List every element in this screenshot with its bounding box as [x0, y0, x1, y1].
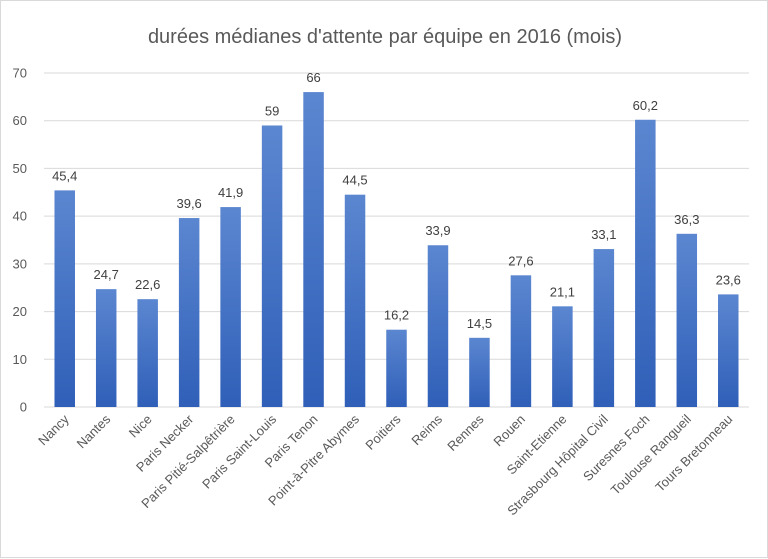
bar: [137, 299, 158, 407]
bar: [303, 92, 324, 407]
bar: [54, 190, 75, 407]
category-label: Paris Saint-Louis: [199, 411, 279, 491]
data-label: 16,2: [384, 308, 409, 323]
y-axis-ticks: 0 10 20 30 40 50 60 70: [13, 66, 27, 415]
bar: [676, 233, 698, 407]
data-label: 66: [306, 70, 320, 85]
chart-title: durées médianes d'attente par équipe en …: [148, 26, 622, 48]
y-tick-label: 60: [13, 113, 27, 128]
category-label: Nancy: [35, 411, 72, 448]
bar: [718, 294, 739, 407]
data-label: 22,6: [135, 277, 160, 292]
data-labels: 45,4 24,7 22,6 39,6 41,9 59 66 44,5 16,2 33,9 14,5…: [52, 70, 741, 331]
category-label: Rouen: [490, 412, 528, 450]
bars: [54, 92, 739, 407]
data-label: 39,6: [176, 196, 201, 211]
bar: [469, 337, 490, 407]
category-label: Poitiers: [362, 411, 404, 453]
y-tick-label: 10: [13, 352, 27, 367]
bar: [178, 218, 200, 407]
bar: [261, 125, 283, 407]
data-label: 44,5: [342, 173, 367, 188]
data-label: 23,6: [716, 272, 741, 287]
data-label: 33,1: [591, 227, 616, 242]
data-label: 60,2: [633, 98, 658, 113]
y-tick-label: 50: [13, 161, 27, 176]
category-label: Nice: [126, 412, 155, 441]
category-label: Nantes: [74, 411, 114, 451]
y-tick-label: 0: [20, 400, 27, 415]
data-label: 27,6: [508, 253, 533, 268]
data-label: 45,4: [52, 168, 77, 183]
data-label: 21,1: [550, 284, 575, 299]
category-label: Tours Bretonneau: [652, 412, 735, 495]
data-label: 59: [265, 103, 279, 118]
data-label: 24,7: [94, 267, 119, 282]
bar: [593, 249, 615, 407]
bar: [220, 207, 241, 407]
bar: [95, 289, 117, 407]
bar: [552, 306, 573, 407]
data-label: 36,3: [674, 212, 699, 227]
data-label: 14,5: [467, 316, 492, 331]
bar: [427, 245, 449, 407]
category-label: Reims: [408, 411, 445, 448]
bar: [635, 119, 656, 407]
y-tick-label: 30: [13, 256, 27, 271]
bar: [386, 329, 407, 407]
category-label: Rennes: [444, 411, 487, 454]
data-label: 33,9: [425, 223, 450, 238]
bar: [510, 275, 532, 407]
data-label: 41,9: [218, 185, 243, 200]
y-tick-label: 70: [13, 66, 27, 81]
bar: [344, 194, 366, 407]
y-tick-label: 40: [13, 209, 27, 224]
y-tick-label: 20: [13, 304, 27, 319]
